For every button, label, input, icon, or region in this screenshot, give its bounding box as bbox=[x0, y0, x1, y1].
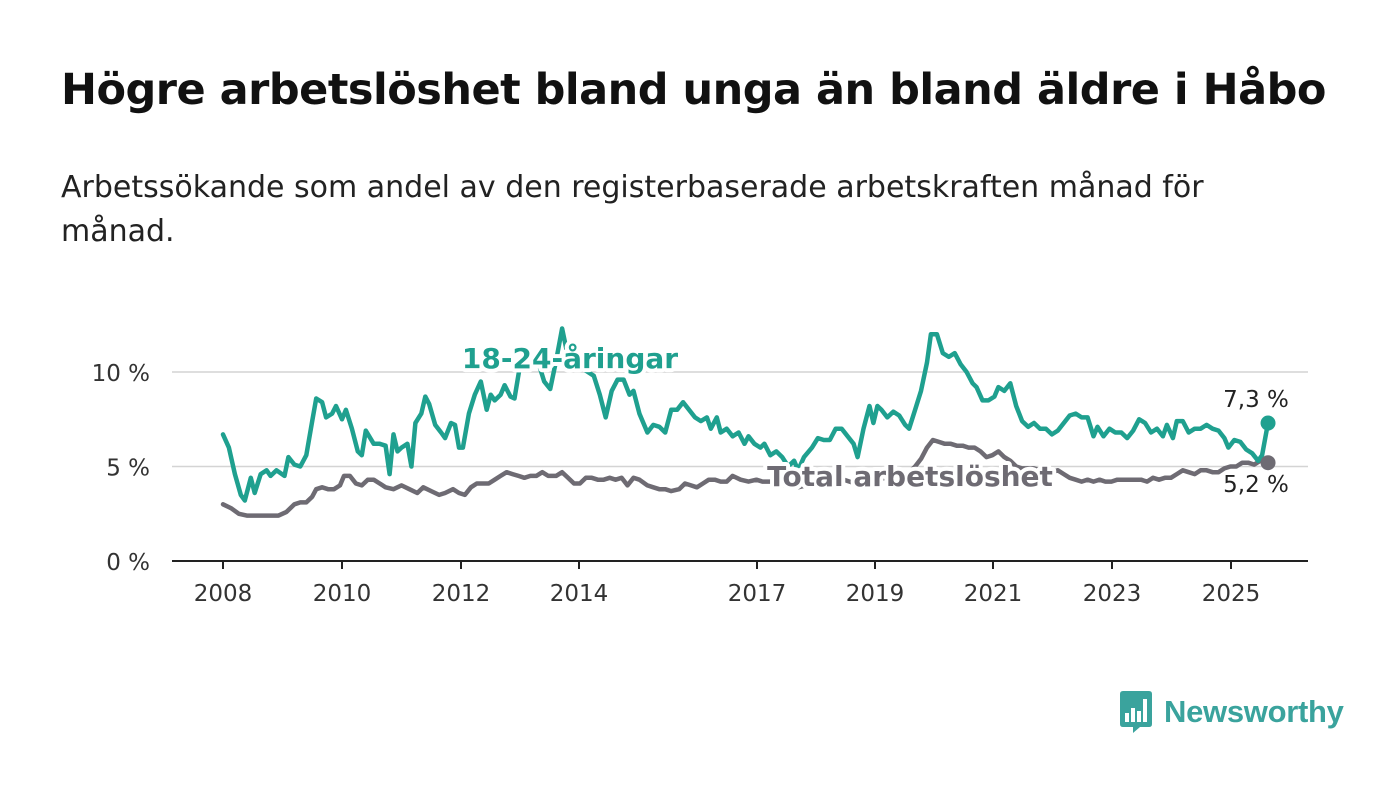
series-name-label-youth-halo: 18-24-åringar bbox=[462, 342, 678, 375]
x-tick-label: 2014 bbox=[550, 581, 609, 607]
series-name-label-total: Total arbetslöshet bbox=[767, 460, 1053, 493]
y-tick-label: 5 % bbox=[106, 456, 150, 482]
x-tick-label: 2012 bbox=[432, 581, 491, 607]
line-chart: 0 % 5 % 10 % 2008 2010 2012 2014 2017 2019 2021 20… bbox=[92, 326, 1308, 607]
series-lines bbox=[220, 326, 1276, 518]
series-end-point bbox=[1260, 455, 1276, 471]
x-tick-label: 2021 bbox=[964, 581, 1023, 607]
series-line bbox=[220, 326, 1271, 503]
y-tick-label: 10 % bbox=[92, 361, 150, 387]
y-tick-label: 0 % bbox=[106, 550, 150, 576]
bar-chart-speech-bubble-icon bbox=[1120, 691, 1152, 733]
page-title: Högre arbetslöshet bland unga än bland ä… bbox=[61, 65, 1326, 115]
end-value-label-total: 5,2 % bbox=[1223, 472, 1289, 498]
grid-lines bbox=[172, 371, 1308, 468]
series-name-label-youth: 18-24-åringar bbox=[462, 342, 678, 375]
x-tick-label: 2017 bbox=[728, 581, 787, 607]
series-name-label-total-halo: Total arbetslöshet bbox=[767, 460, 1053, 493]
brand-logo: Newsworthy bbox=[1118, 690, 1344, 734]
end-value-label-youth: 7,3 % bbox=[1223, 387, 1289, 413]
x-tick-label: 2010 bbox=[313, 581, 372, 607]
x-tick-label: 2008 bbox=[194, 581, 253, 607]
axes: 0 % 5 % 10 % 2008 2010 2012 2014 2017 2019 2021 20… bbox=[92, 361, 1308, 607]
series-line bbox=[220, 437, 1271, 518]
page-subtitle: Arbetssökande som andel av den registerb… bbox=[61, 170, 1204, 249]
x-tick-label: 2023 bbox=[1083, 581, 1142, 607]
series-end-point bbox=[1260, 415, 1276, 431]
brand-name: Newsworthy bbox=[1164, 694, 1344, 729]
x-tick-label: 2025 bbox=[1202, 581, 1261, 607]
x-tick-label: 2019 bbox=[846, 581, 905, 607]
